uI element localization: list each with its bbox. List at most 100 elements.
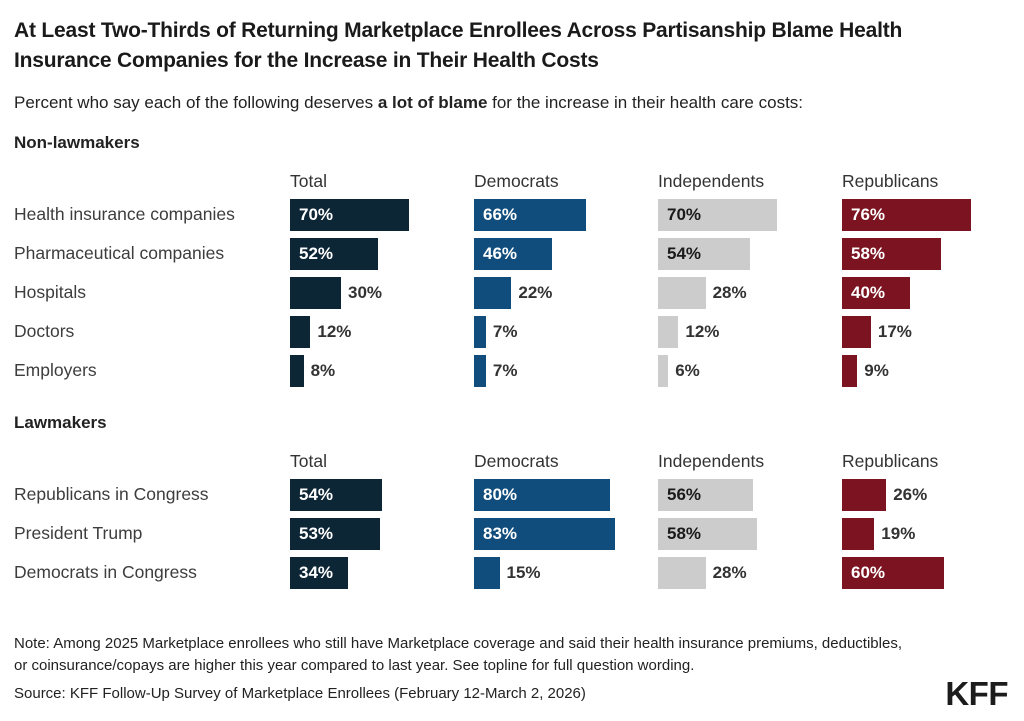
bar-democrats: 80% [474, 478, 610, 511]
bar-total: 70% [290, 198, 409, 231]
bar-value: 46% [483, 243, 518, 263]
bar-value: 60% [851, 562, 886, 582]
bar-value: 26% [893, 484, 928, 504]
bar-value: 22% [518, 282, 553, 302]
column-header-democrats: Democrats [474, 170, 559, 191]
row-label: Hospitals [14, 282, 86, 302]
bar-cell-republicans: 40% [842, 276, 1024, 309]
bar-independents: 70% [658, 198, 777, 231]
bar-republicans [842, 478, 887, 511]
bar-republicans: 58% [842, 237, 941, 270]
row-label: Employers [14, 360, 97, 380]
bar-total [290, 276, 341, 309]
subtitle-text-suffix: for the increase in their health care co… [487, 92, 804, 112]
row-label: Health insurance companies [14, 204, 235, 224]
bar-cell-democrats: 7% [474, 354, 658, 387]
bar-value: 70% [667, 204, 702, 224]
bar-cell-republicans: 19% [842, 517, 1024, 550]
bar-value: 17% [877, 321, 912, 341]
bar-total: 52% [290, 237, 379, 270]
bar-democrats [474, 556, 500, 589]
column-header-independents: Independents [658, 450, 765, 471]
section-lawmakers: Lawmakers Total Democrats Independents Repub… [14, 413, 1010, 589]
bar-cell-total: 54% [290, 478, 474, 511]
bar-cell-total: 52% [290, 237, 474, 270]
column-header-independents: Independents [658, 170, 765, 191]
bar-cell-independents: 6% [658, 354, 842, 387]
bar-republicans: 60% [842, 556, 944, 589]
bar-value: 30% [348, 282, 383, 302]
bar-cell-independents: 58% [658, 517, 842, 550]
bar-cell-republicans: 76% [842, 198, 1024, 231]
bar-democrats: 66% [474, 198, 587, 231]
bar-cell-independents: 54% [658, 237, 842, 270]
bar-cell-democrats: 83% [474, 517, 658, 550]
bar-value: 7% [492, 360, 518, 380]
bar-total: 54% [290, 478, 382, 511]
bar-cell-total: 30% [290, 276, 474, 309]
bar-cell-total: 70% [290, 198, 474, 231]
bar-cell-independents: 28% [658, 556, 842, 589]
bar-cell-total: 53% [290, 517, 474, 550]
bar-cell-democrats: 22% [474, 276, 658, 309]
bar-value: 9% [864, 360, 889, 380]
row-label: President Trump [14, 523, 143, 543]
bar-value: 53% [299, 523, 334, 543]
bar-cell-independents: 56% [658, 478, 842, 511]
chart-title: At Least Two-Thirds of Returning Marketp… [14, 19, 903, 72]
bar-value: 7% [492, 321, 518, 341]
note-text: Note: Among 2025 Marketplace enrollees w… [14, 634, 902, 675]
bar-total [290, 315, 311, 348]
row-label: Pharmaceutical companies [14, 243, 225, 263]
chart-row-republicans-in-congress: Republicans in Congress 54% 80% 56% 26% [14, 478, 1010, 511]
chart-row-employers: Employers 8% 7% 6% 9% [14, 354, 1010, 387]
subtitle-text: Percent who say each of the following de… [14, 92, 378, 112]
bar-value: 12% [685, 321, 720, 341]
bar-value: 58% [851, 243, 886, 263]
bar-cell-democrats: 15% [474, 556, 658, 589]
bar-cell-total: 12% [290, 315, 474, 348]
chart-row-health-insurance-companies: Health insurance companies 70% 66% 70% 76% [14, 198, 1010, 231]
bar-cell-independents: 12% [658, 315, 842, 348]
bar-cell-democrats: 66% [474, 198, 658, 231]
bar-value: 28% [712, 562, 747, 582]
bar-value: 54% [299, 484, 334, 504]
chart-subtitle: Percent who say each of the following de… [14, 93, 1010, 113]
bar-value: 8% [310, 360, 336, 380]
bar-cell-democrats: 7% [474, 315, 658, 348]
column-header-republicans: Republicans [842, 450, 939, 471]
row-label: Democrats in Congress [14, 562, 197, 582]
section-heading-lawmakers: Lawmakers [14, 412, 107, 432]
bar-value: 83% [483, 523, 518, 543]
bar-democrats [474, 315, 486, 348]
bar-value: 12% [317, 321, 352, 341]
bar-republicans: 40% [842, 276, 910, 309]
blame-bar-chart: Non-lawmakers Total Democrats Independents R… [14, 133, 1010, 589]
column-header-total: Total [290, 450, 327, 471]
bar-democrats [474, 276, 512, 309]
bar-total: 34% [290, 556, 348, 589]
chart-row-pharmaceutical-companies: Pharmaceutical companies 52% 46% 54% 58% [14, 237, 1010, 270]
bar-independents [658, 315, 679, 348]
bar-cell-independents: 28% [658, 276, 842, 309]
bar-independents [658, 354, 669, 387]
bar-total [290, 354, 304, 387]
bar-democrats [474, 354, 486, 387]
bar-cell-democrats: 80% [474, 478, 658, 511]
bar-cell-republicans: 58% [842, 237, 1024, 270]
bar-total: 53% [290, 517, 381, 550]
chart-row-president-trump: President Trump 53% 83% 58% 19% [14, 517, 1010, 550]
bar-cell-republicans: 60% [842, 556, 1024, 589]
bar-value: 76% [851, 204, 886, 224]
column-header-row: Total Democrats Independents Republicans [14, 168, 1010, 192]
bar-republicans [842, 315, 871, 348]
chart-row-doctors: Doctors 12% 7% 12% 17% [14, 315, 1010, 348]
source-text: Source: KFF Follow-Up Survey of Marketpl… [14, 684, 586, 702]
bar-value: 56% [667, 484, 702, 504]
bar-value: 40% [851, 282, 886, 302]
bar-value: 28% [712, 282, 747, 302]
bar-republicans: 76% [842, 198, 972, 231]
bar-independents: 54% [658, 237, 750, 270]
bar-democrats: 83% [474, 517, 616, 550]
